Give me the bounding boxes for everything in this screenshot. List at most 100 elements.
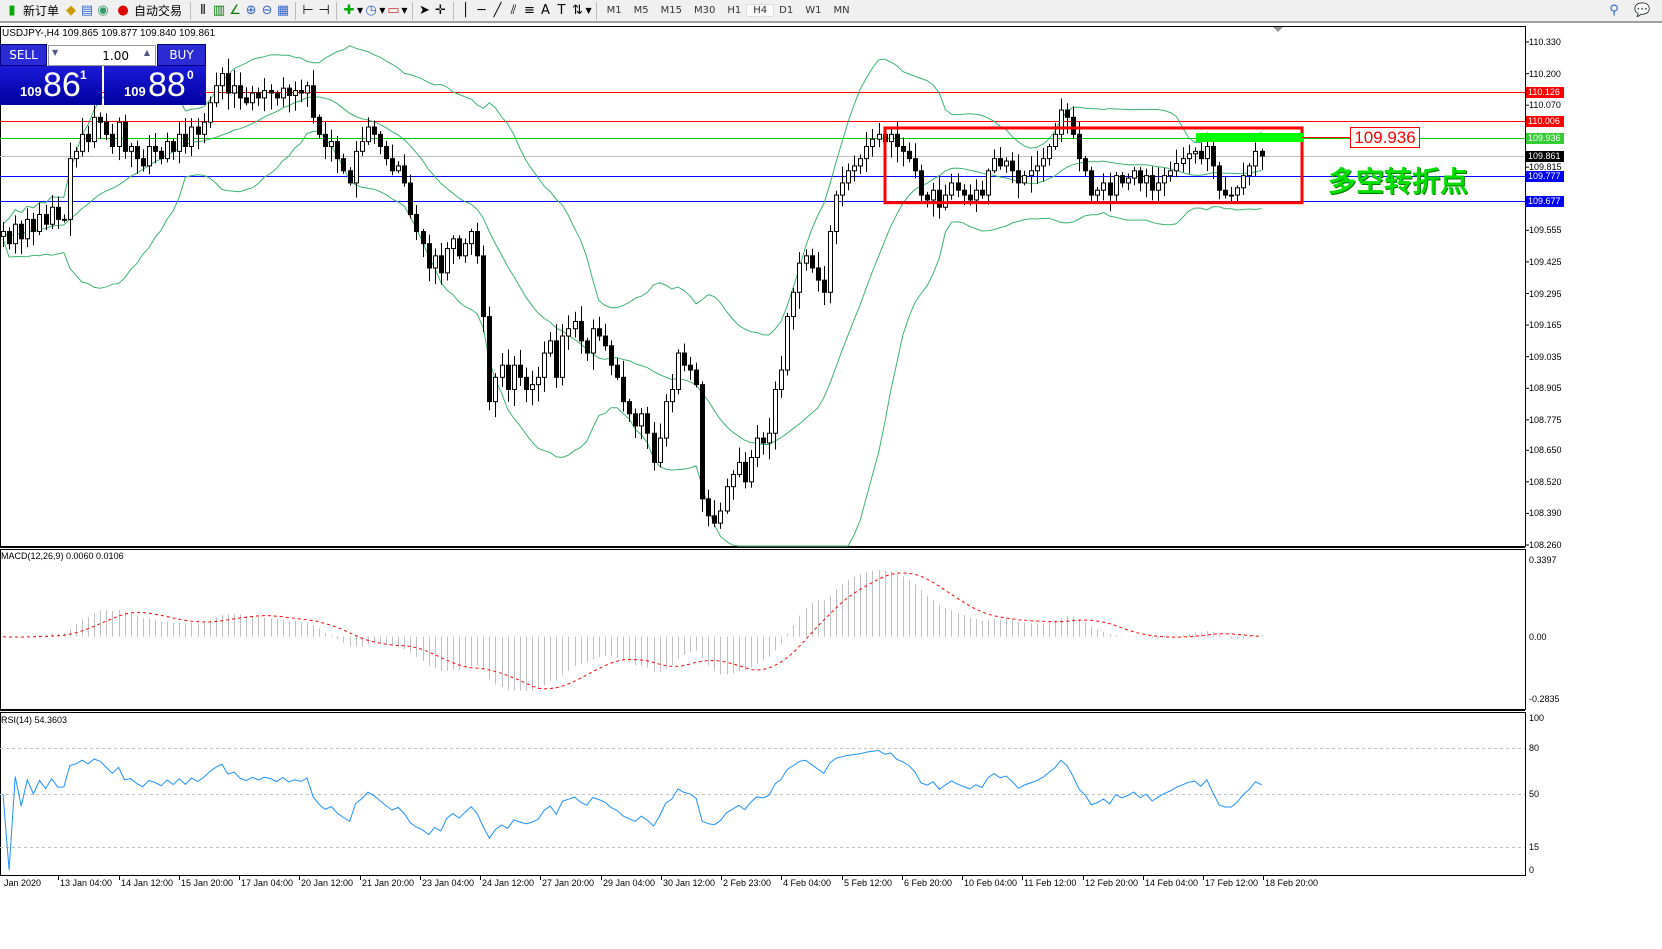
candle-bull: [129, 145, 134, 152]
timeframe-m15[interactable]: M15: [660, 5, 683, 16]
y-tick-label: 108.650: [1529, 445, 1562, 456]
metaeditor-icon[interactable]: ◆: [66, 2, 77, 18]
candle-bull: [1229, 194, 1234, 197]
signals-icon[interactable]: ◉: [97, 2, 109, 18]
candle-bull: [1022, 175, 1027, 184]
candle-bear: [1089, 170, 1094, 196]
y-tick-label: 109.295: [1529, 288, 1562, 299]
candle-bear: [998, 158, 1003, 167]
timeframe-m5[interactable]: M5: [633, 5, 649, 16]
candle-bear: [311, 85, 316, 118]
candle-bull: [852, 165, 857, 172]
candle-bear: [962, 189, 967, 196]
candle-bull: [870, 138, 875, 147]
candle-bear: [378, 133, 383, 147]
candle-bear: [196, 126, 201, 135]
lot-size-stepper[interactable]: ▼ 1.00 ▲: [48, 45, 156, 66]
chat-icon[interactable]: 💬: [1634, 2, 1651, 18]
candle-bull: [1162, 175, 1167, 184]
chart-shift-icon[interactable]: ⊢: [302, 2, 314, 18]
navigator-icon[interactable]: ▤: [80, 2, 94, 18]
timeframe-m30[interactable]: M30: [694, 5, 716, 16]
cursor-icon[interactable]: ➤: [419, 2, 430, 18]
timeframe-m1[interactable]: M1: [606, 5, 622, 16]
candle-bull: [354, 150, 359, 184]
horizontal-line-icon[interactable]: ─: [477, 2, 486, 18]
dropdown-arrow-icon[interactable]: ▼: [401, 6, 408, 15]
dropdown-arrow-icon[interactable]: ▼: [379, 6, 386, 15]
candle-bull: [202, 121, 207, 135]
candle-bull: [828, 231, 833, 293]
candle-bull: [846, 170, 851, 184]
price-tag-pivot: 109.936: [1526, 132, 1564, 144]
candle-bull: [658, 437, 663, 463]
search-icon[interactable]: ⚲: [1609, 2, 1619, 18]
buy-button[interactable]: BUY: [157, 44, 206, 66]
timeframe-h4[interactable]: H4: [746, 4, 775, 17]
turning-point-text[interactable]: 多空转折点: [1328, 165, 1469, 198]
arrows-icon[interactable]: ⇅: [572, 2, 583, 18]
autoscroll-icon[interactable]: ⊣: [318, 2, 330, 18]
tile-windows-icon[interactable]: ▦: [276, 2, 290, 18]
buy-price-pip: 0: [187, 68, 194, 82]
candle-bull: [858, 158, 863, 167]
candle-bear: [1260, 150, 1265, 157]
fibonacci-icon[interactable]: ≡: [524, 2, 535, 18]
candle-bear: [427, 243, 432, 269]
zoom-out-icon[interactable]: ⊖: [261, 2, 273, 18]
periods-clock-icon[interactable]: ◷: [365, 2, 377, 18]
divider: [336, 1, 338, 20]
sell-price-pip: 1: [80, 68, 87, 82]
new-order-button[interactable]: ▮ 新订单: [0, 1, 63, 21]
timeframe-w1[interactable]: W1: [805, 5, 822, 16]
candle-bull: [1187, 153, 1192, 160]
candle-bear: [183, 133, 188, 147]
decrease-lot-icon[interactable]: ▼: [52, 48, 59, 57]
dropdown-arrow-icon[interactable]: ▼: [585, 6, 592, 15]
templates-icon[interactable]: ▭: [387, 2, 400, 18]
dropdown-arrow-icon[interactable]: ▼: [357, 6, 364, 15]
x-tick-label: 6 Feb 20:00: [904, 878, 953, 888]
candle-bull: [1193, 150, 1198, 155]
sell-price[interactable]: 109 86 1: [0, 66, 102, 105]
candle-bear: [414, 214, 419, 233]
pivot-price-label[interactable]: 109.936: [1350, 127, 1420, 148]
text-icon[interactable]: A: [541, 2, 550, 18]
price-tag-resistance: 110.126: [1526, 86, 1564, 98]
price-tag-support: 109.677: [1526, 195, 1564, 207]
line-chart-icon[interactable]: ∠: [229, 2, 241, 18]
auto-trading-button[interactable]: ● 自动交易: [111, 1, 186, 21]
candle-bull: [25, 218, 30, 240]
x-tick-label: 5 Feb 12:00: [844, 878, 893, 888]
trendline-icon[interactable]: ╱: [493, 2, 502, 18]
lot-size-input[interactable]: 1.00: [102, 49, 129, 63]
candle-bull: [1053, 133, 1058, 147]
candle-bull: [500, 364, 505, 378]
bar-chart-icon[interactable]: ⫴: [200, 2, 206, 18]
sell-button[interactable]: SELL: [0, 44, 47, 66]
timeframe-h1[interactable]: H1: [727, 5, 742, 16]
candle-bear: [937, 189, 942, 208]
candle-bull: [889, 133, 894, 143]
candle-bear: [1071, 116, 1076, 135]
crosshair-icon[interactable]: ✛: [435, 2, 446, 18]
timeframe-mn[interactable]: MN: [833, 5, 850, 16]
macd-axis-label: 0.3397: [1529, 555, 1557, 565]
candle-bear: [7, 231, 12, 245]
candle-bull: [773, 388, 778, 434]
candle-bull: [493, 376, 498, 403]
zoom-in-icon[interactable]: ⊕: [245, 2, 257, 18]
buy-price[interactable]: 109 88 0: [104, 66, 206, 105]
indicators-icon[interactable]: ✚: [343, 2, 355, 18]
macd-label: MACD(12,26,9) 0.0060 0.0106: [1, 551, 124, 561]
equidistant-channel-icon[interactable]: ⫽: [510, 2, 517, 18]
candlestick-icon[interactable]: ▥: [212, 2, 226, 18]
candle-bull: [737, 461, 742, 476]
text-label-icon[interactable]: T: [557, 2, 566, 18]
candle-bear: [244, 97, 249, 104]
timeframe-d1[interactable]: D1: [779, 5, 794, 16]
increase-lot-icon[interactable]: ▲: [143, 48, 150, 57]
vertical-line-icon[interactable]: │: [461, 2, 470, 18]
y-tick-label: 109.165: [1529, 320, 1562, 331]
